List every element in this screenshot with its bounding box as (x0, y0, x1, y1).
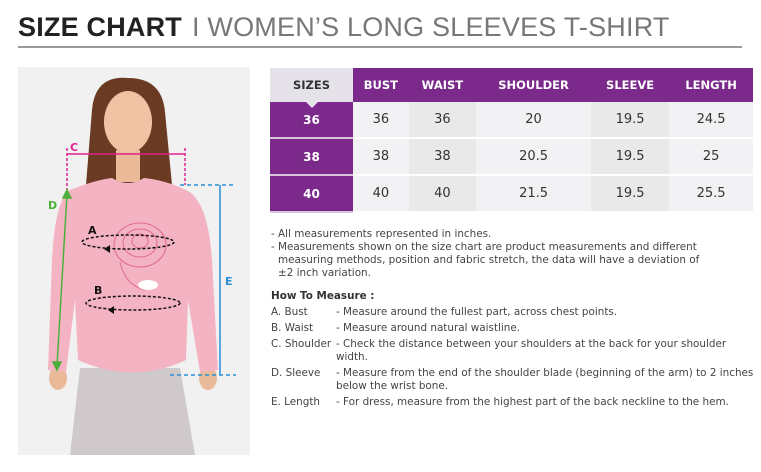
measure-text: - Check the distance between your should… (336, 338, 727, 363)
note-line: - All measurements represented in inches… (271, 228, 492, 240)
value-cell: 36 (408, 102, 477, 139)
bust-arrow-icon (104, 245, 110, 253)
value-cell: 36 (353, 102, 409, 139)
header-bust: BUST (353, 68, 409, 102)
bust-guide (81, 234, 175, 250)
length-guide (170, 184, 236, 376)
value-cell: 25.5 (669, 175, 753, 213)
face (104, 91, 152, 153)
header-shoulder: SHOULDER (476, 68, 591, 102)
table-header-row: SIZES BUST WAIST SHOULDER SLEEVE LENGTH (270, 68, 753, 108)
note-line: - Measurements shown on the size chart a… (271, 241, 697, 253)
table-row: 40 40 40 21.5 19.5 25.5 (270, 175, 753, 213)
value-cell: 19.5 (590, 138, 670, 176)
shoulder-guide (66, 148, 186, 190)
header-sizes: SIZES (270, 68, 353, 108)
size-table: SIZES BUST WAIST SHOULDER SLEEVE LENGTH … (270, 68, 753, 213)
page-title: SIZE CHART I WOMEN’S LONG SLEEVES T-SHIRT (18, 12, 670, 43)
model-measurement-figure: C D A B E (18, 67, 250, 455)
rose-print (113, 222, 167, 291)
label-c: C (70, 141, 78, 154)
value-cell: 24.5 (669, 102, 753, 139)
title-subtitle: I WOMEN’S LONG SLEEVES T-SHIRT (192, 12, 670, 42)
right-hand (199, 366, 217, 390)
label-a: A (88, 224, 97, 237)
value-cell: 19.5 (590, 102, 670, 139)
label-b: B (94, 284, 102, 297)
neck (116, 150, 140, 182)
value-cell: 21.5 (476, 175, 591, 213)
how-to-measure-heading: How To Measure : (271, 290, 375, 302)
label-e: E (225, 275, 233, 288)
measure-key: A. Bust (271, 306, 308, 318)
size-cell: 36 (270, 102, 353, 139)
pants (70, 368, 195, 455)
sleeve-guide (51, 188, 73, 372)
value-cell: 40 (408, 175, 477, 213)
waist-arrow-icon (108, 306, 114, 314)
notes: - All measurements represented in inches… (271, 228, 751, 280)
measure-key: E. Length (271, 396, 321, 408)
measure-key: B. Waist (271, 322, 314, 334)
value-cell: 19.5 (590, 175, 670, 213)
bow-print (138, 280, 158, 290)
measure-item: A. Bust - Measure around the fullest part… (271, 306, 756, 319)
measure-key: C. Shoulder (271, 338, 332, 350)
size-cell: 40 (270, 175, 353, 213)
waist-guide (85, 295, 181, 311)
table-row: 38 38 38 20.5 19.5 25 (270, 138, 753, 176)
shirt (48, 178, 218, 373)
label-d: D (48, 199, 57, 212)
measure-item: B. Waist - Measure around natural waistli… (271, 322, 756, 335)
measure-text: - For dress, measure from the highest pa… (336, 396, 729, 408)
measure-item: E. Length - For dress, measure from the h… (271, 396, 756, 409)
measure-key: D. Sleeve (271, 367, 321, 379)
value-cell: 40 (353, 175, 409, 213)
measure-text: - Measure from the end of the shoulder b… (336, 367, 754, 392)
measure-item: D. Sleeve - Measure from the end of the s… (271, 367, 756, 393)
size-cell: 38 (270, 138, 353, 176)
table-row: 36 36 36 20 19.5 24.5 (270, 102, 753, 139)
note-line: measuring methods, position and fabric s… (278, 254, 700, 266)
measure-text: - Measure around natural waistline. (336, 322, 521, 334)
title-bold: SIZE CHART (18, 12, 182, 42)
measurement-diagram: C D A B E (48, 77, 236, 455)
how-to-measure-list: A. Bust - Measure around the fullest part… (271, 306, 756, 412)
value-cell: 38 (353, 138, 409, 176)
title-divider (18, 46, 742, 48)
header-waist: WAIST (408, 68, 477, 102)
left-hand (49, 366, 67, 390)
header-sleeve: SLEEVE (590, 68, 670, 102)
value-cell: 20 (476, 102, 591, 139)
value-cell: 38 (408, 138, 477, 176)
note-line: ±2 inch variation. (278, 267, 371, 279)
measure-item: C. Shoulder - Check the distance between … (271, 338, 756, 364)
value-cell: 25 (669, 138, 753, 176)
measure-text: - Measure around the fullest part, acros… (336, 306, 618, 318)
header-length: LENGTH (669, 68, 753, 102)
value-cell: 20.5 (476, 138, 591, 176)
